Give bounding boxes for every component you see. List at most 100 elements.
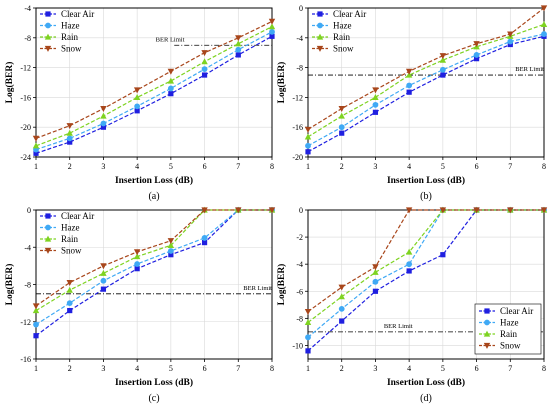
x-tick-label: 2 — [340, 162, 344, 171]
ber-limit-label: BER Limit — [156, 36, 185, 43]
data-point-rain — [439, 56, 447, 63]
data-point-snow — [439, 53, 447, 60]
legend-label: Snow — [61, 246, 82, 256]
panel-caption: (b) — [420, 191, 432, 202]
legend-label: Snow — [333, 44, 354, 54]
series-line-clear-air — [35, 209, 272, 337]
y-tick-label: 0 — [299, 206, 303, 215]
x-tick-label: 6 — [475, 162, 479, 171]
legend-marker — [484, 319, 490, 326]
data-point-rain — [66, 286, 73, 293]
x-tick-label: 8 — [270, 364, 274, 373]
data-point-snow — [405, 207, 413, 214]
legend-marker — [317, 22, 323, 29]
data-point-rain — [167, 77, 175, 84]
data-point-rain — [32, 142, 40, 149]
x-tick-label: 8 — [270, 162, 274, 171]
data-point-haze — [338, 305, 345, 312]
y-axis-title: Log(BER) — [276, 264, 287, 306]
legend-label: Clear Air — [61, 211, 94, 221]
y-tick-label: -4 — [296, 260, 303, 269]
data-point-snow — [66, 123, 73, 130]
data-point-clear-air — [440, 72, 446, 78]
ber-limit-label: BER Limit — [243, 285, 272, 292]
x-tick-label: 2 — [68, 162, 72, 171]
data-point-clear-air — [134, 108, 140, 114]
y-tick-label: -12 — [20, 64, 31, 73]
y-tick-label: -20 — [20, 123, 31, 132]
x-tick-label: 3 — [373, 162, 377, 171]
data-point-snow — [235, 35, 242, 42]
data-point-snow — [507, 207, 514, 214]
data-point-clear-air — [305, 348, 311, 354]
x-tick-label: 3 — [101, 364, 105, 373]
data-point-clear-air — [473, 56, 480, 62]
series-line-snow — [35, 20, 273, 139]
data-point-snow — [304, 126, 312, 133]
data-point-snow — [133, 249, 141, 256]
plot-frame — [307, 7, 545, 158]
legend-label: Clear Air — [61, 9, 94, 19]
y-axis-title: Log(BER) — [276, 62, 287, 104]
data-point-clear-air — [406, 268, 412, 274]
y-tick-label: -6 — [296, 287, 303, 296]
x-tick-label: 7 — [236, 162, 240, 171]
y-tick-label: 0 — [299, 4, 303, 13]
legend-label: Rain — [333, 32, 350, 42]
legend-label: Haze — [61, 21, 79, 31]
data-point-snow — [66, 280, 73, 287]
data-point-snow — [100, 105, 107, 112]
data-point-clear-air — [168, 252, 174, 258]
y-axis-title: Log(BER) — [4, 62, 15, 104]
data-point-snow — [372, 264, 379, 271]
x-tick-label: 4 — [407, 162, 411, 171]
data-point-snow — [268, 18, 276, 25]
data-point-snow — [540, 5, 548, 12]
data-point-snow — [167, 68, 175, 75]
x-tick-label: 2 — [340, 364, 344, 373]
x-tick-label: 3 — [373, 364, 377, 373]
y-tick-label: -4 — [24, 243, 31, 252]
chart-panel-c: 1 2 3 4 5 6 7 8 0 -4 -8 -12 -16 Insertion Loss (dB) Lo… — [4, 206, 276, 404]
data-point-snow — [338, 284, 345, 291]
data-point-haze — [167, 85, 174, 92]
x-tick-label: 5 — [169, 364, 173, 373]
legend-marker — [484, 308, 490, 314]
legend-label: Rain — [61, 234, 78, 244]
y-tick-label: -4 — [24, 4, 31, 13]
plot-frame — [35, 7, 273, 158]
legend-label: Haze — [333, 21, 351, 31]
x-axis-title: Insertion Loss (dB) — [115, 175, 193, 186]
data-point-haze — [134, 261, 141, 267]
y-tick-label: -12 — [20, 318, 31, 327]
x-axis-title: Insertion Loss (dB) — [387, 175, 465, 186]
x-tick-label: 5 — [441, 162, 445, 171]
y-tick-label: -2 — [296, 233, 303, 242]
data-point-rain — [66, 129, 73, 136]
series-line-snow — [307, 7, 545, 130]
data-point-clear-air — [168, 91, 174, 97]
x-tick-label: 7 — [508, 162, 512, 171]
data-point-clear-air — [406, 89, 412, 95]
legend-label: Snow — [500, 341, 521, 351]
y-tick-label: -16 — [292, 123, 303, 132]
legend-marker — [44, 247, 52, 254]
data-point-haze — [269, 28, 275, 35]
data-point-clear-air — [235, 52, 241, 58]
data-point-rain — [32, 307, 40, 314]
x-tick-label: 8 — [542, 162, 546, 171]
data-point-haze — [372, 278, 379, 285]
data-point-rain — [338, 112, 345, 119]
data-point-snow — [32, 303, 40, 310]
panel-caption: (a) — [148, 191, 159, 202]
data-point-clear-air — [33, 333, 39, 339]
y-tick-label: -24 — [20, 153, 31, 162]
data-point-clear-air — [33, 150, 39, 156]
panel-caption: (d) — [420, 393, 432, 404]
x-tick-label: 4 — [407, 364, 411, 373]
y-tick-label: -16 — [20, 93, 31, 102]
legend-marker — [483, 330, 491, 337]
data-point-haze — [33, 321, 39, 328]
data-point-clear-air — [305, 149, 311, 155]
